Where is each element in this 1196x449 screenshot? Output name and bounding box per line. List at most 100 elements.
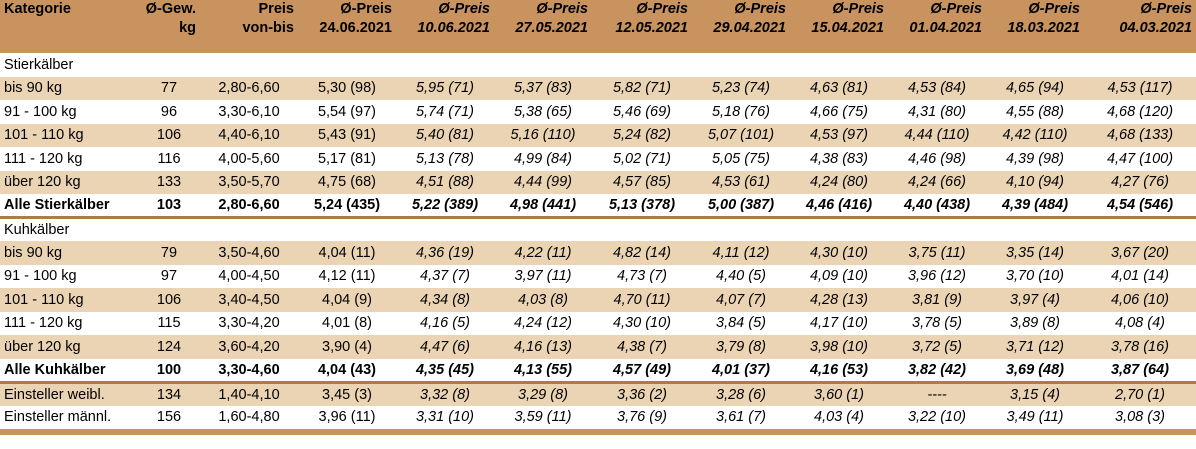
weight-cell: 156 (138, 405, 200, 429)
price-cell: 5,17 (81) (298, 147, 396, 171)
price-history-cell: 4,39 (98) (986, 147, 1084, 171)
weight-cell: 124 (138, 335, 200, 359)
price-history-cell: 5,13 (78) (396, 147, 494, 171)
price-history-cell: 4,63 (81) (790, 76, 888, 100)
weight-cell: 96 (138, 100, 200, 124)
table-body: Stierkälber bis 90 kg 77 2,80-6,60 5,30 (98)… (0, 53, 1196, 435)
range-cell: 3,30-4,60 (218, 361, 280, 378)
price-history-cell: 4,24 (80) (790, 170, 888, 194)
price-cell: 4,04 (9) (298, 288, 396, 312)
price-history-cell: 3,69 (48) (1005, 361, 1065, 378)
weight-cell: 79 (138, 241, 200, 265)
price-history-cell: 4,47 (100) (1084, 147, 1196, 171)
price-cell: 5,54 (97) (298, 100, 396, 124)
range-cell: 3,40-4,50 (200, 288, 298, 312)
table-row: über 120 kg 133 3,50-5,70 4,75 (68) 4,51 (88… (0, 170, 1196, 194)
price-history-cell: 5,07 (101) (692, 123, 790, 147)
header-price: Ø-Preis 18.03.2021 (1007, 1, 1080, 36)
price-history-cell: 4,13 (55) (513, 361, 573, 378)
price-cell: 5,43 (91) (298, 123, 396, 147)
price-history-cell: 4,31 (80) (888, 100, 986, 124)
price-history-cell: 4,28 (13) (790, 288, 888, 312)
weight-cell: 103 (156, 197, 182, 213)
price-history-cell: 2,70 (1) (1084, 382, 1196, 406)
price-history-cell: 4,66 (75) (790, 100, 888, 124)
price-history-cell: 3,22 (10) (888, 405, 986, 429)
price-table: Kategorie Ø-Gew. kg Preis von-bis Ø-Preis 2… (0, 0, 1196, 435)
range-cell: 4,00-5,60 (200, 147, 298, 171)
table-row: Einsteller weibl. 134 1,40-4,10 3,45 (3) 3,3… (0, 382, 1196, 406)
price-history-cell: 3,87 (64) (1110, 361, 1170, 378)
price-history-cell: 3,36 (2) (592, 382, 692, 406)
price-history-cell: 4,30 (10) (790, 241, 888, 265)
price-history-cell: 4,17 (10) (790, 311, 888, 335)
table-row: 111 - 120 kg 115 3,30-4,20 4,01 (8) 4,16 (5)… (0, 311, 1196, 335)
price-history-cell: 4,16 (5) (396, 311, 494, 335)
table-row: bis 90 kg 79 3,50-4,60 4,04 (11) 4,36 (19) 4,… (0, 241, 1196, 265)
price-history-cell: 5,18 (76) (692, 100, 790, 124)
table-row: 91 - 100 kg 96 3,30-6,10 5,54 (97) 5,74 (71)… (0, 100, 1196, 124)
price-history-cell: 5,13 (378) (608, 197, 676, 213)
price-history-cell: ---- (888, 382, 986, 406)
header-price: Ø-Preis 01.04.2021 (909, 1, 982, 36)
price-history-cell: 5,05 (75) (692, 147, 790, 171)
price-cell: 3,96 (11) (298, 405, 396, 429)
price-history-cell: 3,32 (8) (396, 382, 494, 406)
table-row: 111 - 120 kg 116 4,00-5,60 5,17 (81) 5,13 (7… (0, 147, 1196, 171)
category-cell: 111 - 120 kg (0, 147, 138, 171)
price-history-cell: 5,95 (71) (396, 76, 494, 100)
price-history-cell: 4,30 (10) (592, 311, 692, 335)
price-history-cell: 4,98 (441) (509, 197, 577, 213)
price-history-cell: 3,97 (11) (494, 264, 592, 288)
price-history-cell: 4,03 (4) (790, 405, 888, 429)
price-history-cell: 3,82 (42) (907, 361, 967, 378)
price-history-cell: 5,22 (389) (411, 197, 479, 213)
table-row: Einsteller männl. 156 1,60-4,80 3,96 (11) 3,… (0, 405, 1196, 429)
price-cell: 3,45 (3) (298, 382, 396, 406)
header-category: Kategorie (4, 1, 71, 17)
price-history-cell: 3,71 (12) (986, 335, 1084, 359)
category-cell: Einsteller weibl. (0, 382, 138, 406)
price-history-cell: 3,08 (3) (1084, 405, 1196, 429)
price-history-cell: 3,35 (14) (986, 241, 1084, 265)
weight-cell: 100 (156, 361, 182, 378)
price-history-cell: 4,54 (546) (1106, 197, 1174, 213)
price-history-cell: 5,23 (74) (692, 76, 790, 100)
section-title: Kuhkälber (4, 222, 70, 238)
price-history-cell: 4,53 (61) (692, 170, 790, 194)
price-history-cell: 5,46 (69) (592, 100, 692, 124)
category-cell: bis 90 kg (0, 76, 138, 100)
price-history-cell: 5,40 (81) (396, 123, 494, 147)
category-cell: 101 - 110 kg (0, 123, 138, 147)
price-history-cell: 4,44 (99) (494, 170, 592, 194)
price-history-cell: 4,01 (37) (711, 361, 771, 378)
price-history-cell: 4,35 (45) (415, 361, 475, 378)
price-history-cell: 4,82 (14) (592, 241, 692, 265)
price-history-cell: 4,57 (85) (592, 170, 692, 194)
category-cell: 111 - 120 kg (0, 311, 138, 335)
price-history-cell: 4,40 (5) (692, 264, 790, 288)
price-history-cell: 3,60 (1) (790, 382, 888, 406)
table-row: bis 90 kg 77 2,80-6,60 5,30 (98) 5,95 (71) 5,… (0, 76, 1196, 100)
header-price: Ø-Preis 04.03.2021 (1119, 1, 1192, 36)
table-row: 101 - 110 kg 106 4,40-6,10 5,43 (91) 5,40 (8… (0, 123, 1196, 147)
price-history-cell: 3,61 (7) (692, 405, 790, 429)
price-history-cell: 3,84 (5) (692, 311, 790, 335)
price-history-cell: 3,98 (10) (790, 335, 888, 359)
price-history-cell: 4,24 (12) (494, 311, 592, 335)
category-cell: 91 - 100 kg (0, 264, 138, 288)
price-history-cell: 3,75 (11) (888, 241, 986, 265)
price-history-cell: 4,38 (7) (592, 335, 692, 359)
price-history-cell: 4,68 (133) (1084, 123, 1196, 147)
price-history-cell: 4,37 (7) (396, 264, 494, 288)
section-title: Stierkälber (4, 56, 74, 73)
price-history-cell: 4,11 (12) (692, 241, 790, 265)
category-cell: über 120 kg (0, 335, 138, 359)
category-cell: Alle Stierkälber (4, 197, 110, 213)
price-cell: 5,30 (98) (298, 76, 396, 100)
price-history-cell: 3,28 (6) (692, 382, 790, 406)
price-history-cell: 4,51 (88) (396, 170, 494, 194)
price-history-cell: 3,81 (9) (888, 288, 986, 312)
price-history-cell: 4,39 (484) (1001, 197, 1069, 213)
price-history-cell: 4,16 (53) (809, 361, 869, 378)
